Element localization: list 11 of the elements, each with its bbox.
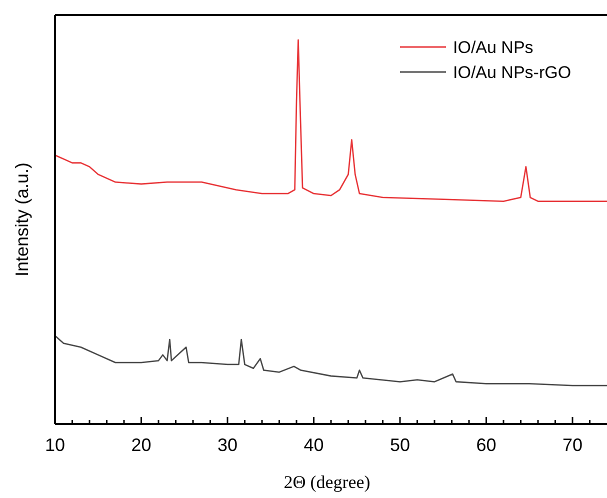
x-tick-label: 30 (217, 435, 238, 455)
y-axis-title: Intensity (a.u.) (12, 162, 32, 277)
x-tick-label: 10 (44, 435, 66, 455)
legend-label: IO/Au NPs (453, 38, 534, 57)
x-tick-label: 70 (562, 435, 583, 455)
x-tick-label: 60 (476, 435, 496, 455)
x-tick-label: 40 (304, 435, 324, 455)
x-tick-label: 20 (131, 435, 152, 455)
legend-label: IO/Au NPs-rGO (453, 63, 572, 82)
x-axis-title: 2Θ (degree) (284, 472, 370, 492)
x-tick-label: 50 (390, 435, 410, 455)
